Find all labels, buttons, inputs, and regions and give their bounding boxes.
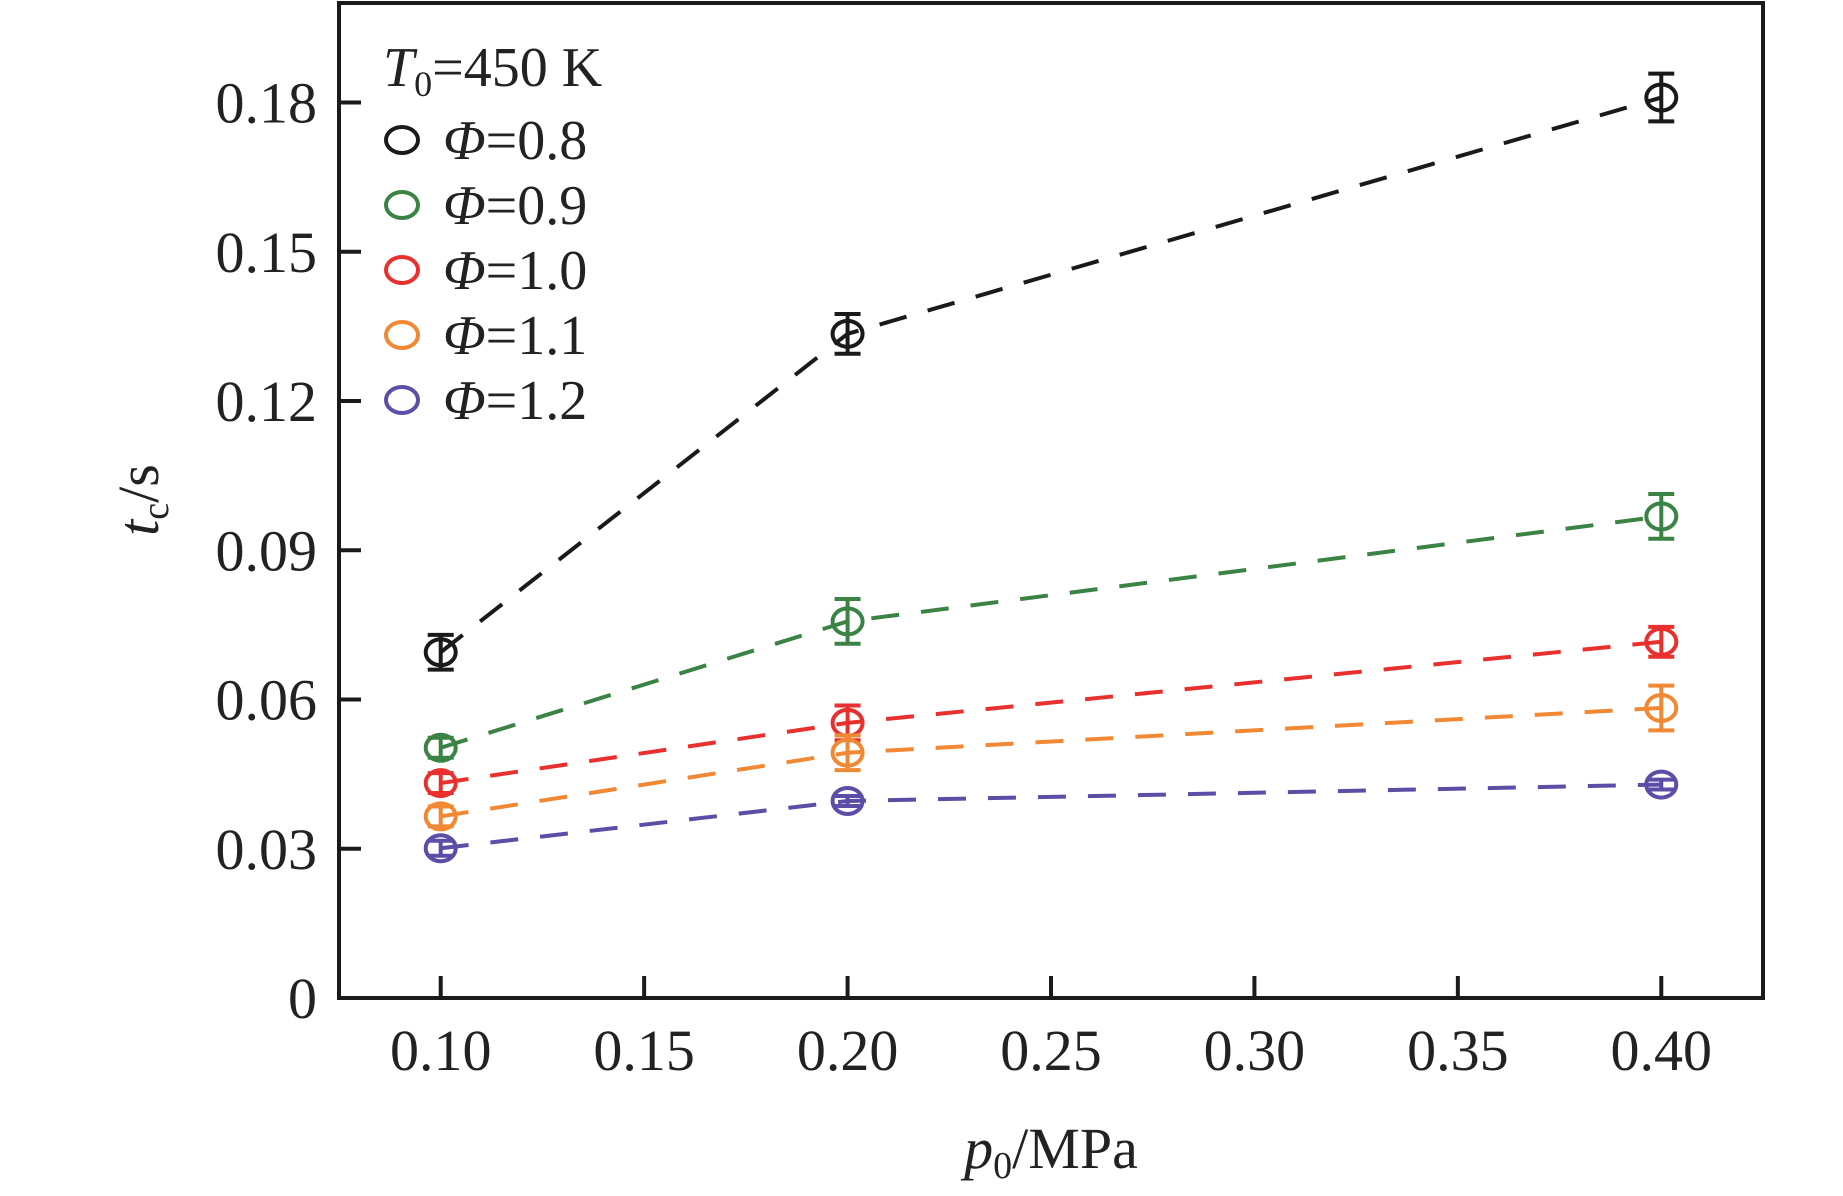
data-point <box>1644 626 1679 657</box>
data-point <box>423 768 458 799</box>
y-axis-label: tc/s <box>106 464 177 536</box>
x-tick-label: 0.25 <box>1000 1018 1102 1083</box>
axis-ticks: 0.10 0.15 0.20 0.25 0.30 0.35 0.40 0 0.03 0.06 0.0… <box>216 71 1713 1084</box>
plot-marks <box>423 71 1679 864</box>
legend-marker <box>384 320 420 350</box>
series-2 <box>423 624 1679 799</box>
data-point <box>1644 692 1679 723</box>
series-line <box>440 705 1662 819</box>
series-line <box>440 639 1662 786</box>
x-axis-label: p0/MPa <box>960 1116 1138 1187</box>
y-tick-label: 0 <box>288 966 317 1031</box>
legend-marker <box>384 385 420 415</box>
data-point <box>1644 501 1679 532</box>
y-tick-label: 0.06 <box>216 668 318 733</box>
data-point <box>830 785 865 816</box>
x-tick-label: 0.20 <box>797 1018 899 1083</box>
x-tick-label: 0.35 <box>1407 1018 1509 1083</box>
legend-marker <box>384 255 420 285</box>
legend-title: T0=450 K <box>383 37 602 104</box>
y-tick-label: 0.09 <box>216 518 318 583</box>
legend-item: Φ=1.1 <box>384 305 587 367</box>
legend-marker <box>384 125 420 155</box>
data-point <box>423 833 458 864</box>
data-point <box>830 318 865 349</box>
series-line <box>440 514 1662 750</box>
x-tick-label: 0.10 <box>390 1018 492 1083</box>
data-point <box>830 606 865 637</box>
legend: T0=450 K Φ=0.8Φ=0.9Φ=1.0Φ=1.1Φ=1.2 <box>383 37 602 432</box>
data-point <box>423 637 458 668</box>
data-point <box>423 801 458 832</box>
y-tick-label: 0.03 <box>216 817 318 882</box>
legend-label: Φ=0.8 <box>443 110 587 172</box>
x-tick-label: 0.15 <box>593 1018 695 1083</box>
series-1 <box>423 492 1679 763</box>
x-tick-label: 0.40 <box>1611 1018 1713 1083</box>
legend-marker <box>384 190 420 220</box>
series-0 <box>423 71 1679 672</box>
series-3 <box>423 683 1679 832</box>
data-point <box>423 732 458 763</box>
y-tick-label: 0.15 <box>216 220 318 285</box>
legend-item: Φ=0.9 <box>384 175 587 237</box>
legend-item: Φ=0.8 <box>384 110 587 172</box>
series-line <box>439 95 1662 654</box>
series-4 <box>423 769 1679 864</box>
y-tick-label: 0.12 <box>216 369 318 434</box>
legend-item: Φ=1.2 <box>384 370 587 432</box>
legend-label: Φ=1.0 <box>443 240 587 302</box>
data-point <box>1644 769 1679 800</box>
legend-item: Φ=1.0 <box>384 240 587 302</box>
legend-label: Φ=1.2 <box>443 370 587 432</box>
data-point <box>830 737 865 768</box>
series-line <box>440 782 1662 851</box>
y-tick-label: 0.18 <box>216 71 318 136</box>
data-point <box>1644 82 1679 113</box>
legend-label: Φ=0.9 <box>443 175 587 237</box>
x-tick-label: 0.30 <box>1204 1018 1306 1083</box>
legend-label: Φ=1.1 <box>443 305 587 367</box>
